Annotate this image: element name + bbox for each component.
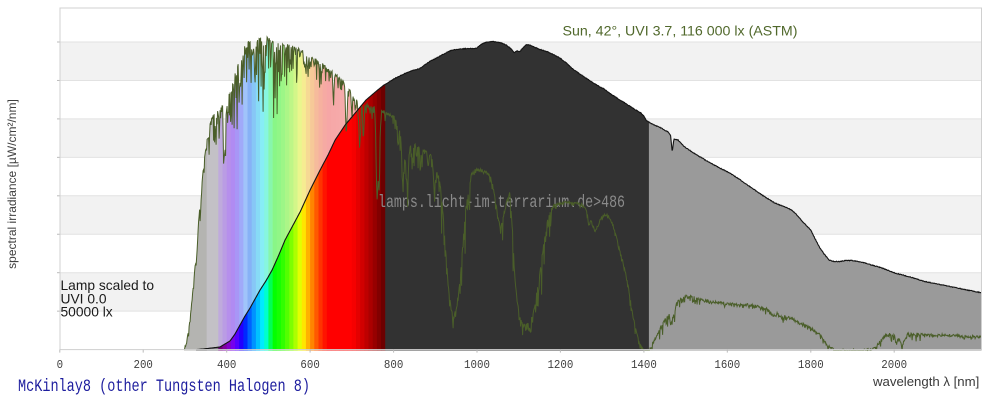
svg-text:1600: 1600 xyxy=(714,358,740,372)
svg-text:1800: 1800 xyxy=(798,358,824,372)
svg-text:0: 0 xyxy=(57,358,63,372)
svg-text:McKinlay8 (other Tungsten Halo: McKinlay8 (other Tungsten Halogen 8) xyxy=(18,377,310,397)
svg-text:UVI 0.0: UVI 0.0 xyxy=(61,291,107,306)
svg-text:50000 lx: 50000 lx xyxy=(61,305,113,320)
svg-text:1200: 1200 xyxy=(547,358,573,372)
svg-text:800: 800 xyxy=(384,358,403,372)
svg-text:lamps.licht-im-terrarium.de>48: lamps.licht-im-terrarium.de>486 xyxy=(378,193,625,213)
svg-text:1400: 1400 xyxy=(631,358,657,372)
svg-text:Lamp scaled to: Lamp scaled to xyxy=(61,278,155,293)
svg-text:2000: 2000 xyxy=(881,358,907,372)
svg-text:600: 600 xyxy=(300,358,319,372)
svg-text:spectral irradiance [µW/cm²/nm: spectral irradiance [µW/cm²/nm] xyxy=(5,99,19,269)
svg-text:400: 400 xyxy=(217,358,236,372)
svg-text:Sun, 42°, UVI 3.7, 116 000 lx: Sun, 42°, UVI 3.7, 116 000 lx (ASTM) xyxy=(563,24,798,40)
svg-text:1000: 1000 xyxy=(464,358,490,372)
svg-text:200: 200 xyxy=(133,358,152,372)
svg-text:wavelength λ [nm]: wavelength λ [nm] xyxy=(872,374,979,389)
